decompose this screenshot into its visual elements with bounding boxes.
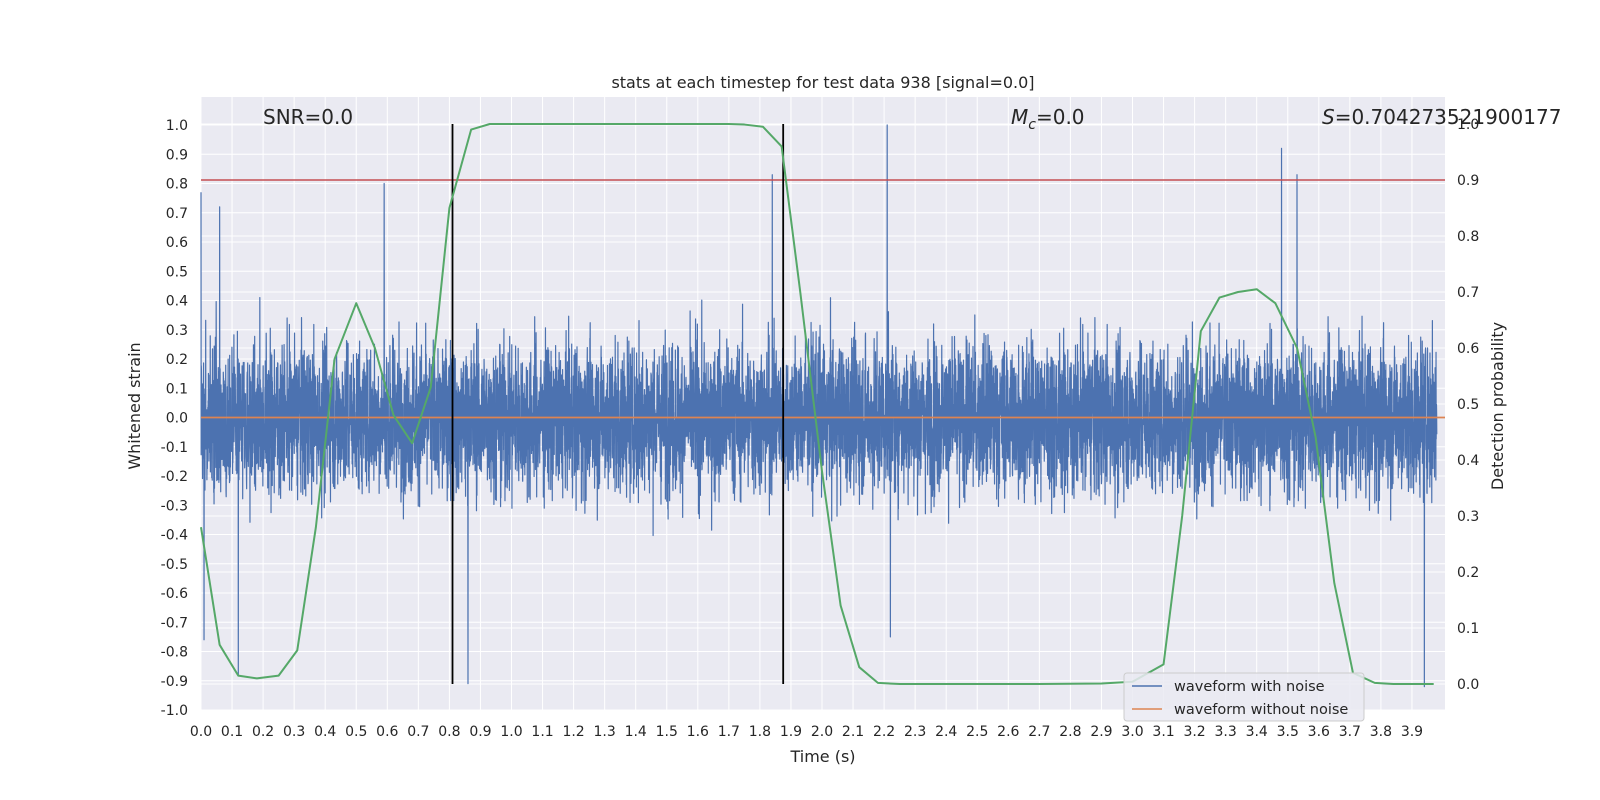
score-symbol: S xyxy=(1322,105,1335,129)
legend-label-noise: waveform with noise xyxy=(1174,679,1325,695)
y2-tick-label: 0.5 xyxy=(1457,397,1479,413)
y2-tick-label: 0.3 xyxy=(1457,509,1479,525)
series-detection-probability xyxy=(200,123,1434,685)
y-tick-label: -0.2 xyxy=(161,469,188,485)
x-axis-label: Time (s) xyxy=(789,747,855,766)
grid-lines xyxy=(200,97,1445,711)
y-tick-label: -0.7 xyxy=(161,615,188,631)
x-tick-label: 0.0 xyxy=(190,724,212,740)
x-tick-label: 0.7 xyxy=(407,724,429,740)
noise-waveform xyxy=(200,124,1438,688)
y2-axis-label: Detection probability xyxy=(1488,322,1507,490)
y-tick-label: 0.8 xyxy=(166,177,188,193)
legend-box xyxy=(1123,672,1365,722)
x-tick-label: 0.8 xyxy=(438,724,460,740)
x-tick-label: 2.0 xyxy=(811,724,833,740)
x-tick-label: 2.5 xyxy=(966,724,988,740)
y-tick-label: 0.2 xyxy=(166,352,188,368)
x-tick-label: 1.5 xyxy=(656,724,678,740)
x-tick-label: 1.8 xyxy=(749,724,771,740)
x-tick-label: 0.6 xyxy=(376,724,398,740)
y2-tick-label: 0.1 xyxy=(1457,621,1479,637)
chirp-mass-value: =0.0 xyxy=(1036,105,1085,129)
y-tick-label: 1.0 xyxy=(166,118,188,134)
x-tick-label: 2.4 xyxy=(935,724,957,740)
chart-title: stats at each timestep for test data 938… xyxy=(611,73,1034,92)
y-axis-label: Whitened strain xyxy=(125,342,144,469)
x-tick-label: 3.9 xyxy=(1401,724,1423,740)
chirp-mass-subscript: c xyxy=(1028,117,1036,133)
x-tick-label: 2.8 xyxy=(1059,724,1081,740)
y-tick-label: 0.5 xyxy=(166,264,188,280)
y-tick-label: 0.0 xyxy=(166,411,188,427)
y-tick-label: 0.9 xyxy=(166,147,188,163)
x-tick-label: 0.3 xyxy=(283,724,305,740)
y2-tick-label: 1.0 xyxy=(1457,117,1479,133)
y-tick-label: -0.6 xyxy=(161,586,188,602)
x-tick-label: 0.5 xyxy=(345,724,367,740)
y2-tick-label: 0.9 xyxy=(1457,173,1479,189)
score-annotation: S=0.704273521900177 xyxy=(1322,105,1561,129)
x-tick-label: 2.6 xyxy=(997,724,1019,740)
x-tick-label: 0.1 xyxy=(221,724,243,740)
score-value: =0.704273521900177 xyxy=(1335,105,1562,129)
y-tick-label: -0.3 xyxy=(161,498,188,514)
y2-tick-label: 0.0 xyxy=(1457,677,1479,693)
x-tick-label: 1.2 xyxy=(562,724,584,740)
x-tick-label: 2.2 xyxy=(873,724,895,740)
y2-tick-label: 0.2 xyxy=(1457,565,1479,581)
x-tick-label: 3.3 xyxy=(1215,724,1237,740)
series-waveform-with-noise xyxy=(200,124,1438,688)
x-tick-label: 2.9 xyxy=(1090,724,1112,740)
snr-annotation: SNR=0.0 xyxy=(263,105,353,129)
x-tick-label: 3.8 xyxy=(1370,724,1392,740)
y2-tick-label: 0.4 xyxy=(1457,453,1479,469)
x-tick-label: 3.6 xyxy=(1308,724,1330,740)
y-tick-label: 0.1 xyxy=(166,381,188,397)
y-tick-label: 0.3 xyxy=(166,323,188,339)
x-tick-label: 3.4 xyxy=(1246,724,1268,740)
y-tick-label: -0.8 xyxy=(161,645,188,661)
x-tick-label: 3.7 xyxy=(1339,724,1361,740)
y-tick-label: 0.7 xyxy=(166,206,188,222)
x-tick-label: 3.0 xyxy=(1121,724,1143,740)
x-tick-label: 3.2 xyxy=(1183,724,1205,740)
x-tick-label: 3.1 xyxy=(1152,724,1174,740)
y2-tick-label: 0.7 xyxy=(1457,285,1479,301)
axis-tick-labels: 0.0 0.1 0.2 0.3 0.4 0.5 0.6 0.7 0.8 0.9 1.0 1.1 1.2 1… xyxy=(161,117,1480,740)
x-tick-label: 2.3 xyxy=(904,724,926,740)
y-tick-label: -1.0 xyxy=(161,703,188,719)
x-tick-label: 2.1 xyxy=(842,724,864,740)
y-tick-label: -0.5 xyxy=(161,557,188,573)
legend: waveform with noise waveform without noi… xyxy=(1123,672,1365,722)
overlay-lines xyxy=(200,123,1445,685)
x-tick-label: 0.9 xyxy=(469,724,491,740)
x-tick-label: 1.9 xyxy=(780,724,802,740)
y-tick-label: -0.9 xyxy=(161,674,188,690)
x-tick-label: 0.4 xyxy=(314,724,336,740)
x-tick-label: 1.7 xyxy=(718,724,740,740)
y2-tick-label: 0.6 xyxy=(1457,341,1479,357)
x-tick-label: 2.7 xyxy=(1028,724,1050,740)
y-tick-label: -0.1 xyxy=(161,440,188,456)
chirp-mass-symbol: M xyxy=(1011,105,1028,129)
y-tick-label: -0.4 xyxy=(161,528,188,544)
x-tick-label: 1.1 xyxy=(531,724,553,740)
y-tick-label: 0.6 xyxy=(166,235,188,251)
legend-label-clean: waveform without noise xyxy=(1174,702,1348,718)
x-tick-label: 1.0 xyxy=(500,724,522,740)
y-tick-label: 0.4 xyxy=(166,294,188,310)
y2-tick-label: 0.8 xyxy=(1457,229,1479,245)
chirp-mass-annotation: Mc=0.0 xyxy=(1011,105,1085,133)
x-tick-label: 0.2 xyxy=(252,724,274,740)
x-tick-label: 1.3 xyxy=(594,724,616,740)
x-tick-label: 1.6 xyxy=(687,724,709,740)
x-tick-label: 3.5 xyxy=(1277,724,1299,740)
x-tick-label: 1.4 xyxy=(625,724,647,740)
